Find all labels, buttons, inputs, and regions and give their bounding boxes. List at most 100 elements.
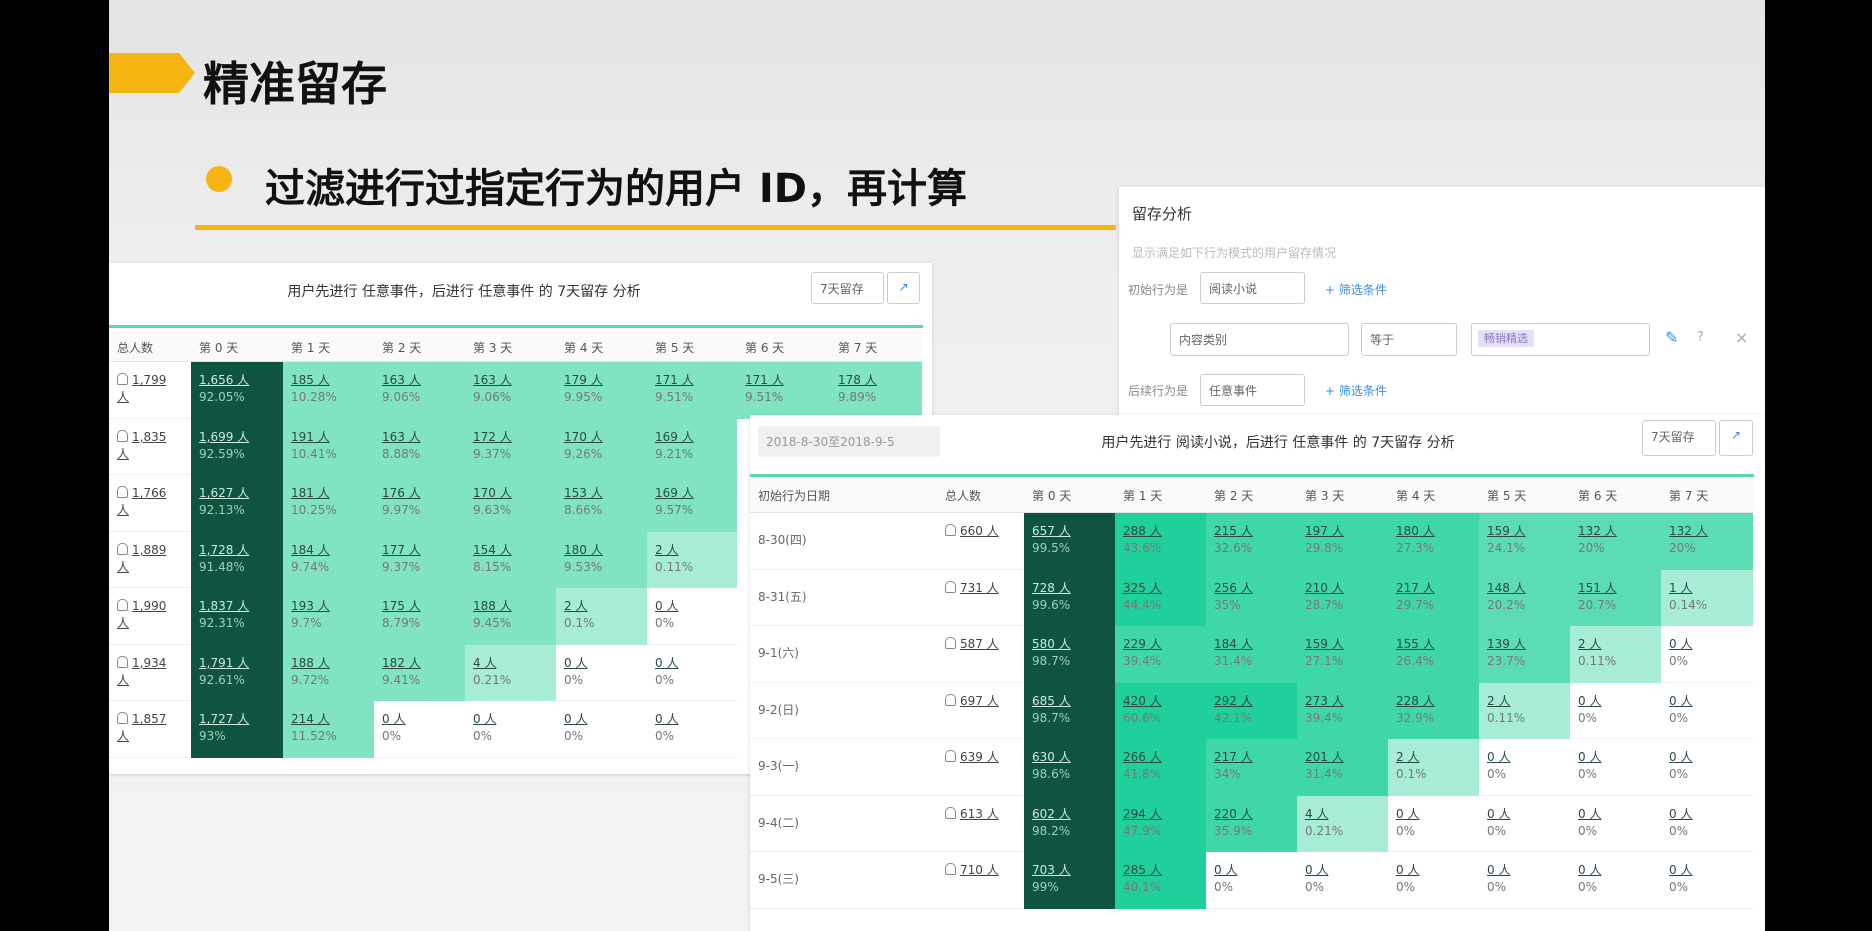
count[interactable]: 657 人 <box>1032 524 1071 538</box>
count[interactable]: 151 人 <box>1578 580 1617 595</box>
close-icon[interactable]: × <box>1735 328 1749 347</box>
count[interactable]: 0 人 <box>564 655 588 670</box>
count[interactable]: 185 人 <box>291 373 330 387</box>
count[interactable]: 294 人 <box>1123 806 1162 821</box>
count[interactable]: 184 人 <box>291 542 330 557</box>
count[interactable]: 0 人 <box>655 712 679 726</box>
count[interactable]: 0 人 <box>382 712 406 726</box>
total[interactable]: 1,766 人 <box>117 486 167 517</box>
count[interactable]: 0 人 <box>1305 863 1329 877</box>
count[interactable]: 0 人 <box>1487 863 1511 877</box>
count[interactable]: 171 人 <box>745 373 784 387</box>
count[interactable]: 228 人 <box>1396 693 1435 708</box>
count[interactable]: 0 人 <box>1669 637 1693 651</box>
count[interactable]: 188 人 <box>291 655 330 670</box>
count[interactable]: 685 人 <box>1032 693 1071 708</box>
count[interactable]: 0 人 <box>1669 693 1693 708</box>
count[interactable]: 177 人 <box>382 542 421 557</box>
total[interactable]: 613 人 <box>960 806 999 821</box>
count[interactable]: 163 人 <box>382 373 421 387</box>
count[interactable]: 4 人 <box>473 655 497 670</box>
total[interactable]: 639 人 <box>960 750 999 764</box>
count[interactable]: 602 人 <box>1032 806 1071 821</box>
count[interactable]: 0 人 <box>473 712 497 726</box>
count[interactable]: 191 人 <box>291 429 330 444</box>
count[interactable]: 176 人 <box>382 486 421 500</box>
count[interactable]: 4 人 <box>1305 806 1329 821</box>
event-select[interactable]: 任意事件 <box>1200 374 1305 406</box>
count[interactable]: 215 人 <box>1214 524 1253 538</box>
count[interactable]: 703 人 <box>1032 863 1071 877</box>
count[interactable]: 0 人 <box>1669 806 1693 821</box>
count[interactable]: 171 人 <box>655 373 694 387</box>
count[interactable]: 1,699 人 <box>199 429 250 444</box>
count[interactable]: 132 人 <box>1578 524 1617 538</box>
total[interactable]: 1,799 人 <box>117 373 167 404</box>
count[interactable]: 179 人 <box>564 373 603 387</box>
count[interactable]: 0 人 <box>1396 863 1420 877</box>
count[interactable]: 193 人 <box>291 599 330 613</box>
total[interactable]: 710 人 <box>960 863 999 877</box>
count[interactable]: 0 人 <box>564 712 588 726</box>
total[interactable]: 731 人 <box>960 580 999 595</box>
count[interactable]: 175 人 <box>382 599 421 613</box>
help-icon[interactable]: ? <box>1697 330 1704 345</box>
count[interactable]: 325 人 <box>1123 580 1162 595</box>
count[interactable]: 184 人 <box>1214 637 1253 651</box>
count[interactable]: 273 人 <box>1305 693 1344 708</box>
count[interactable]: 154 人 <box>473 542 512 557</box>
count[interactable]: 288 人 <box>1123 524 1162 538</box>
count[interactable]: 0 人 <box>1487 750 1511 764</box>
property-select[interactable]: 内容类别 <box>1170 323 1349 356</box>
count[interactable]: 256 人 <box>1214 580 1253 595</box>
count[interactable]: 163 人 <box>382 429 421 444</box>
count[interactable]: 172 人 <box>473 429 512 444</box>
count[interactable]: 1,727 人 <box>199 712 250 726</box>
count[interactable]: 2 人 <box>1578 637 1602 651</box>
total[interactable]: 587 人 <box>960 637 999 651</box>
count[interactable]: 1,627 人 <box>199 486 250 500</box>
count[interactable]: 139 人 <box>1487 637 1526 651</box>
count[interactable]: 2 人 <box>1487 693 1511 708</box>
count[interactable]: 182 人 <box>382 655 421 670</box>
count[interactable]: 1 人 <box>1669 580 1693 595</box>
total[interactable]: 1,889 人 <box>117 542 167 574</box>
count[interactable]: 0 人 <box>1396 806 1420 821</box>
event-select[interactable]: 阅读小说 <box>1200 272 1305 304</box>
count[interactable]: 0 人 <box>1578 750 1602 764</box>
count[interactable]: 285 人 <box>1123 863 1162 877</box>
count[interactable]: 155 人 <box>1396 637 1435 651</box>
count[interactable]: 0 人 <box>1487 806 1511 821</box>
dropdown[interactable]: 7天留存 <box>811 272 884 304</box>
count[interactable]: 217 人 <box>1396 580 1435 595</box>
count[interactable]: 220 人 <box>1214 806 1253 821</box>
add-filter[interactable]: + 筛选条件 <box>1325 283 1387 297</box>
count[interactable]: 188 人 <box>473 599 512 613</box>
dropdown[interactable]: 7天留存 <box>1642 420 1716 456</box>
value-box[interactable]: 畅销精选 <box>1471 323 1650 356</box>
count[interactable]: 0 人 <box>655 655 679 670</box>
count[interactable]: 181 人 <box>291 486 330 500</box>
count[interactable]: 210 人 <box>1305 580 1344 595</box>
count[interactable]: 217 人 <box>1214 750 1253 764</box>
count[interactable]: 159 人 <box>1487 524 1526 538</box>
count[interactable]: 630 人 <box>1032 750 1071 764</box>
count[interactable]: 0 人 <box>1578 863 1602 877</box>
count[interactable]: 163 人 <box>473 373 512 387</box>
total[interactable]: 660 人 <box>960 524 999 538</box>
date-range[interactable]: 2018-8-30至2018-9-5 <box>758 426 940 457</box>
count[interactable]: 1,791 人 <box>199 655 250 670</box>
total[interactable]: 697 人 <box>960 693 999 708</box>
count[interactable]: 169 人 <box>655 429 694 444</box>
count[interactable]: 420 人 <box>1123 693 1162 708</box>
count[interactable]: 180 人 <box>564 542 603 557</box>
count[interactable]: 1,837 人 <box>199 599 250 613</box>
count[interactable]: 178 人 <box>838 373 877 387</box>
count[interactable]: 266 人 <box>1123 750 1162 764</box>
count[interactable]: 0 人 <box>1578 693 1602 708</box>
count[interactable]: 229 人 <box>1123 637 1162 651</box>
count[interactable]: 159 人 <box>1305 637 1344 651</box>
count[interactable]: 214 人 <box>291 712 330 726</box>
count[interactable]: 180 人 <box>1396 524 1435 538</box>
count[interactable]: 0 人 <box>655 599 679 613</box>
